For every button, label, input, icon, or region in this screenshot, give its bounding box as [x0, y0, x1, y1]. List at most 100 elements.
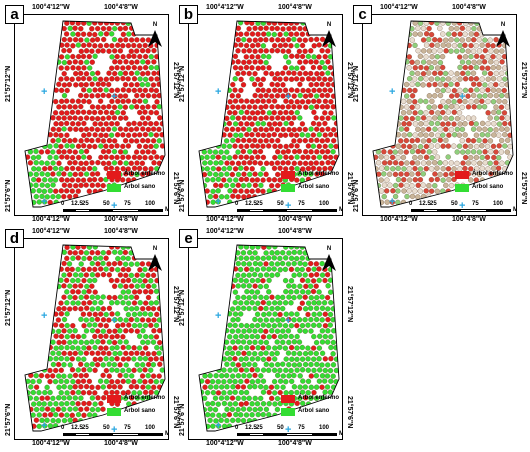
tree-marker — [123, 350, 129, 357]
tree-marker — [59, 154, 65, 160]
tree-marker — [437, 47, 443, 54]
tree-marker — [412, 99, 418, 105]
tree-marker — [285, 160, 291, 166]
tree-marker — [52, 110, 59, 116]
tree-marker — [159, 121, 165, 127]
tree-marker — [277, 334, 284, 340]
tree-marker — [50, 194, 56, 200]
tree-marker — [64, 76, 70, 82]
tree-marker — [246, 361, 252, 367]
tree-marker — [280, 160, 286, 166]
tree-marker — [70, 389, 76, 396]
tree-marker — [247, 160, 253, 166]
tree-marker — [448, 160, 454, 166]
tree-marker — [406, 177, 413, 183]
tree-marker — [84, 339, 90, 346]
tree-marker — [289, 53, 295, 59]
tree-marker — [269, 305, 275, 312]
tree-marker — [125, 266, 132, 273]
tree-marker — [249, 188, 255, 194]
tree-marker — [246, 373, 253, 379]
legend-item-healthy: Árbol sano — [281, 407, 342, 417]
tree-marker — [249, 367, 255, 373]
tree-marker — [454, 37, 460, 43]
legend-label-healthy: Árbol sano — [472, 184, 504, 190]
tree-marker — [322, 76, 328, 82]
tree-marker — [277, 143, 283, 150]
scale-tick-label: 25 — [256, 425, 263, 431]
tree-marker — [131, 87, 138, 94]
tree-marker — [316, 311, 323, 317]
scale-bar: 012.5255075100M — [229, 425, 342, 439]
tree-marker — [125, 166, 131, 172]
tree-marker — [87, 65, 93, 71]
tree-marker — [120, 322, 126, 328]
tree-marker — [224, 171, 230, 177]
tree-marker — [58, 300, 64, 306]
tree-marker — [443, 137, 449, 144]
tree-marker — [274, 127, 281, 133]
tree-marker — [308, 70, 314, 77]
tree-marker — [58, 54, 65, 60]
tree-marker — [451, 76, 457, 82]
tree-marker — [311, 367, 317, 374]
tree-marker — [493, 48, 500, 54]
tree-marker — [484, 154, 491, 160]
tree-marker — [232, 98, 239, 104]
tree-marker — [78, 82, 84, 88]
tree-marker — [459, 47, 466, 54]
tree-marker — [58, 76, 64, 82]
tree-marker — [114, 379, 121, 385]
tree-marker — [260, 154, 267, 161]
scale-tick-label: 12.5 — [71, 425, 83, 431]
tree-marker — [327, 311, 334, 318]
tree-marker — [143, 334, 149, 340]
tree-marker — [299, 277, 306, 283]
tree-marker — [272, 143, 278, 149]
tree-marker — [125, 76, 131, 82]
tree-marker — [255, 65, 261, 71]
tree-marker — [106, 373, 112, 379]
tree-marker — [303, 283, 309, 290]
tree-marker — [468, 99, 474, 105]
tree-marker — [246, 395, 252, 401]
tree-marker — [311, 154, 317, 161]
tree-marker — [134, 362, 140, 368]
lat-label-left-bottom: 21°57'6"N — [5, 179, 12, 212]
tree-marker — [151, 283, 157, 289]
tree-marker — [221, 390, 227, 396]
tree-marker — [47, 389, 53, 396]
tree-marker — [271, 266, 277, 272]
tree-marker — [311, 300, 317, 306]
tree-marker — [249, 323, 255, 329]
tree-marker — [145, 104, 151, 110]
tree-marker — [288, 266, 295, 273]
scale-tick-label: 50 — [451, 201, 458, 207]
tree-marker — [235, 104, 241, 110]
tree-marker — [64, 98, 70, 104]
tree-marker — [67, 182, 73, 189]
tree-marker — [291, 160, 297, 166]
tree-marker — [117, 249, 123, 256]
tree-marker — [72, 115, 78, 121]
tree-marker — [52, 322, 59, 328]
tree-marker — [260, 143, 266, 149]
tree-marker — [42, 177, 48, 183]
tree-marker — [409, 70, 415, 76]
tree-marker — [442, 160, 449, 166]
tree-marker — [232, 154, 238, 160]
tree-marker — [106, 350, 112, 357]
tree-marker — [229, 306, 236, 312]
tree-marker — [473, 64, 480, 71]
tree-marker — [137, 311, 143, 317]
tree-marker — [437, 103, 444, 110]
tree-marker — [148, 121, 154, 127]
tree-marker — [296, 171, 303, 177]
tree-marker — [280, 328, 286, 334]
tree-marker — [260, 334, 267, 340]
tree-marker — [305, 378, 312, 385]
tree-marker — [440, 109, 446, 116]
tree-marker — [255, 31, 261, 37]
tree-marker — [465, 149, 471, 155]
tree-marker — [451, 87, 458, 94]
